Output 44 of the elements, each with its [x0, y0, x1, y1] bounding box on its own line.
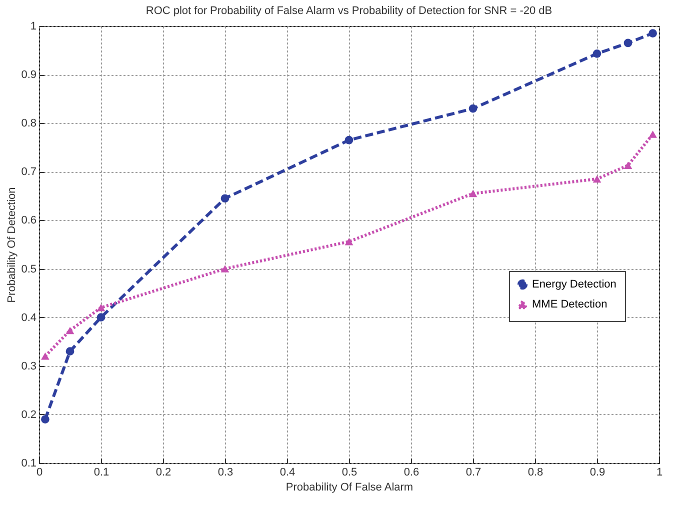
legend-label: Energy Detection: [532, 278, 616, 290]
x-tick-label: 0.6: [404, 466, 420, 478]
point: [592, 175, 602, 183]
x-tick-label: 0.7: [466, 466, 482, 478]
point: [624, 162, 632, 169]
y-tick-label: 0.7: [21, 166, 36, 178]
x-tick-label: 0: [36, 466, 43, 478]
point: [344, 136, 354, 144]
point: [66, 326, 74, 334]
chart-title: ROC plot for Probability of False Alarm vs Probability of Detection for SNR = -20 dB: [146, 5, 552, 17]
x-axis-title: Probability Of False Alarm: [286, 482, 414, 494]
x-tick-label: 0.4: [280, 466, 296, 478]
x-tick-label: 0.1: [94, 466, 110, 478]
point: [344, 238, 354, 246]
y-tick-label: 0.6: [21, 214, 36, 227]
y-tick-label: 0.5: [21, 263, 36, 276]
x-tick-label: 0.8: [528, 466, 544, 478]
y-tick-label: 0.3: [21, 360, 36, 372]
point: [468, 190, 478, 198]
x-tick-label: 0.5: [342, 466, 358, 478]
point: [96, 313, 106, 322]
point: [648, 130, 657, 138]
point: [41, 415, 50, 424]
y-tick-label: 0.2: [21, 408, 36, 421]
point: [220, 265, 230, 272]
point: [592, 50, 602, 58]
x-tick-label: 0.3: [218, 466, 234, 478]
x-tick-label: 0.2: [156, 466, 172, 478]
point: [220, 194, 230, 203]
point: [96, 304, 106, 312]
x-tick-label: 1: [656, 466, 663, 478]
y-tick-label: 0.1: [21, 458, 36, 470]
y-tick-label: 1: [30, 20, 36, 32]
y-tick-label: 0.8: [21, 118, 36, 130]
y-tick-label: 0.9: [21, 69, 36, 82]
point: [66, 347, 74, 356]
point: [648, 29, 657, 38]
point: [41, 352, 50, 360]
point: [624, 38, 632, 48]
y-tick-label: 0.4: [21, 312, 36, 324]
point: [468, 104, 478, 113]
x-tick-label: 0.9: [590, 466, 606, 478]
legend-label: MME Detection: [532, 298, 608, 310]
y-axis-title: Probability Of Detection: [6, 187, 18, 303]
